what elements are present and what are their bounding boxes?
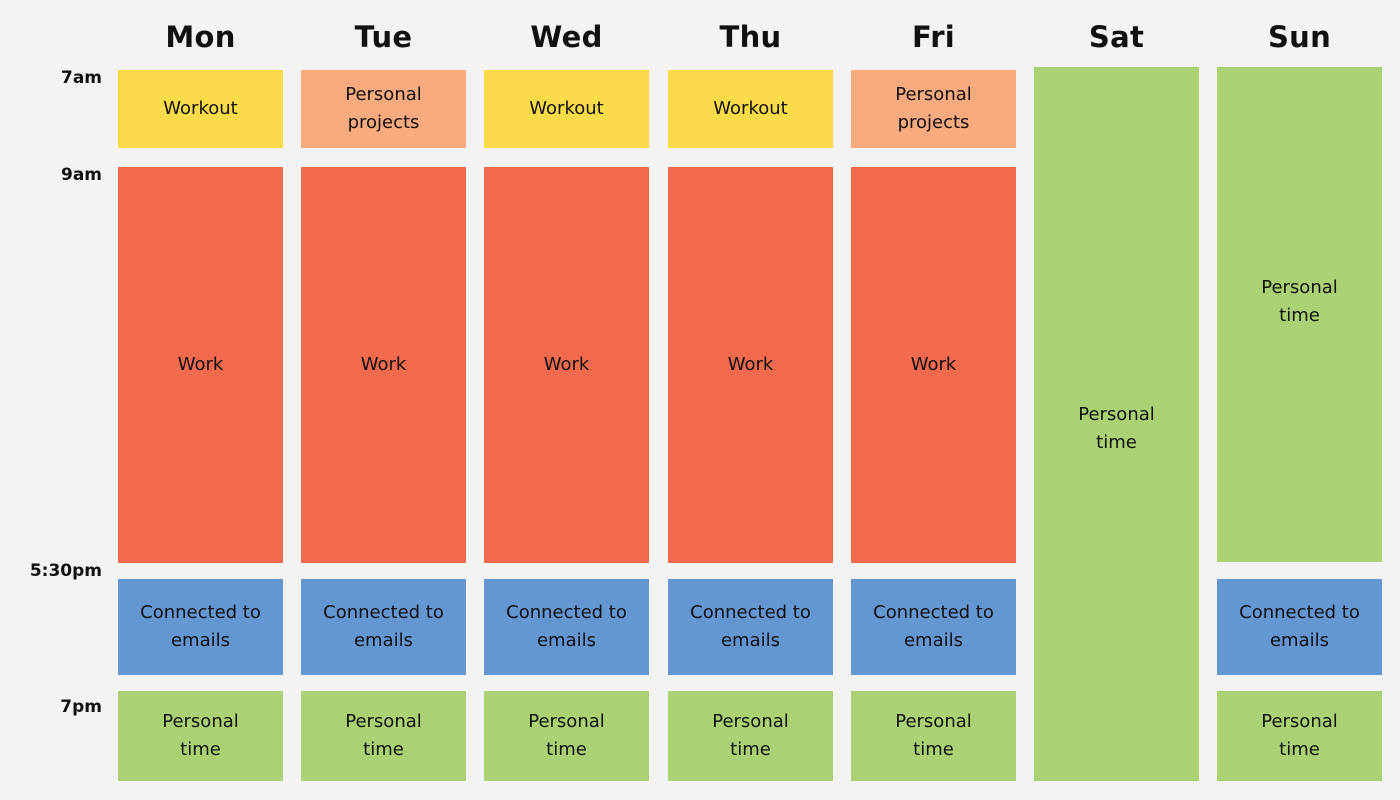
time-label-7pm: 7pm: [60, 697, 102, 717]
day-header-wed: Wed: [530, 20, 603, 54]
sun-evening-personal-time-block: Personal time: [1217, 691, 1382, 781]
thu-workout-block: Workout: [668, 70, 833, 148]
day-header-fri: Fri: [911, 20, 956, 54]
time-label-530pm: 5:30pm: [29, 561, 102, 581]
tue-emails-block: Connected to emails: [301, 579, 466, 675]
thu-personal-time-block: Personal time: [668, 691, 833, 781]
wed-workout-block: Workout: [484, 70, 649, 148]
tue-personal-time-block: Personal time: [301, 691, 466, 781]
fri-work-block: Work: [851, 167, 1016, 563]
wed-work-block: Work: [484, 167, 649, 563]
sun-emails-block: Connected to emails: [1217, 579, 1382, 675]
sun-personal-time-block: Personal time: [1217, 67, 1382, 562]
day-header-tue: Tue: [354, 20, 413, 54]
thu-work-block: Work: [668, 167, 833, 563]
fri-personal-time-block: Personal time: [851, 691, 1016, 781]
time-label-9am: 9am: [60, 165, 102, 185]
tue-personal-projects-block: Personal projects: [301, 70, 466, 148]
fri-personal-projects-block: Personal projects: [851, 70, 1016, 148]
wed-emails-block: Connected to emails: [484, 579, 649, 675]
day-header-thu: Thu: [719, 20, 782, 54]
time-label-7am: 7am: [60, 68, 102, 88]
fri-emails-block: Connected to emails: [851, 579, 1016, 675]
day-header-sat: Sat: [1088, 20, 1145, 54]
day-header-mon: Mon: [165, 20, 236, 54]
tue-work-block: Work: [301, 167, 466, 563]
thu-emails-block: Connected to emails: [668, 579, 833, 675]
mon-personal-time-block: Personal time: [118, 691, 283, 781]
mon-emails-block: Connected to emails: [118, 579, 283, 675]
sat-personal-time-block: Personal time: [1034, 67, 1199, 781]
day-header-sun: Sun: [1267, 20, 1332, 54]
mon-workout-block: Workout: [118, 70, 283, 148]
wed-personal-time-block: Personal time: [484, 691, 649, 781]
mon-work-block: Work: [118, 167, 283, 563]
